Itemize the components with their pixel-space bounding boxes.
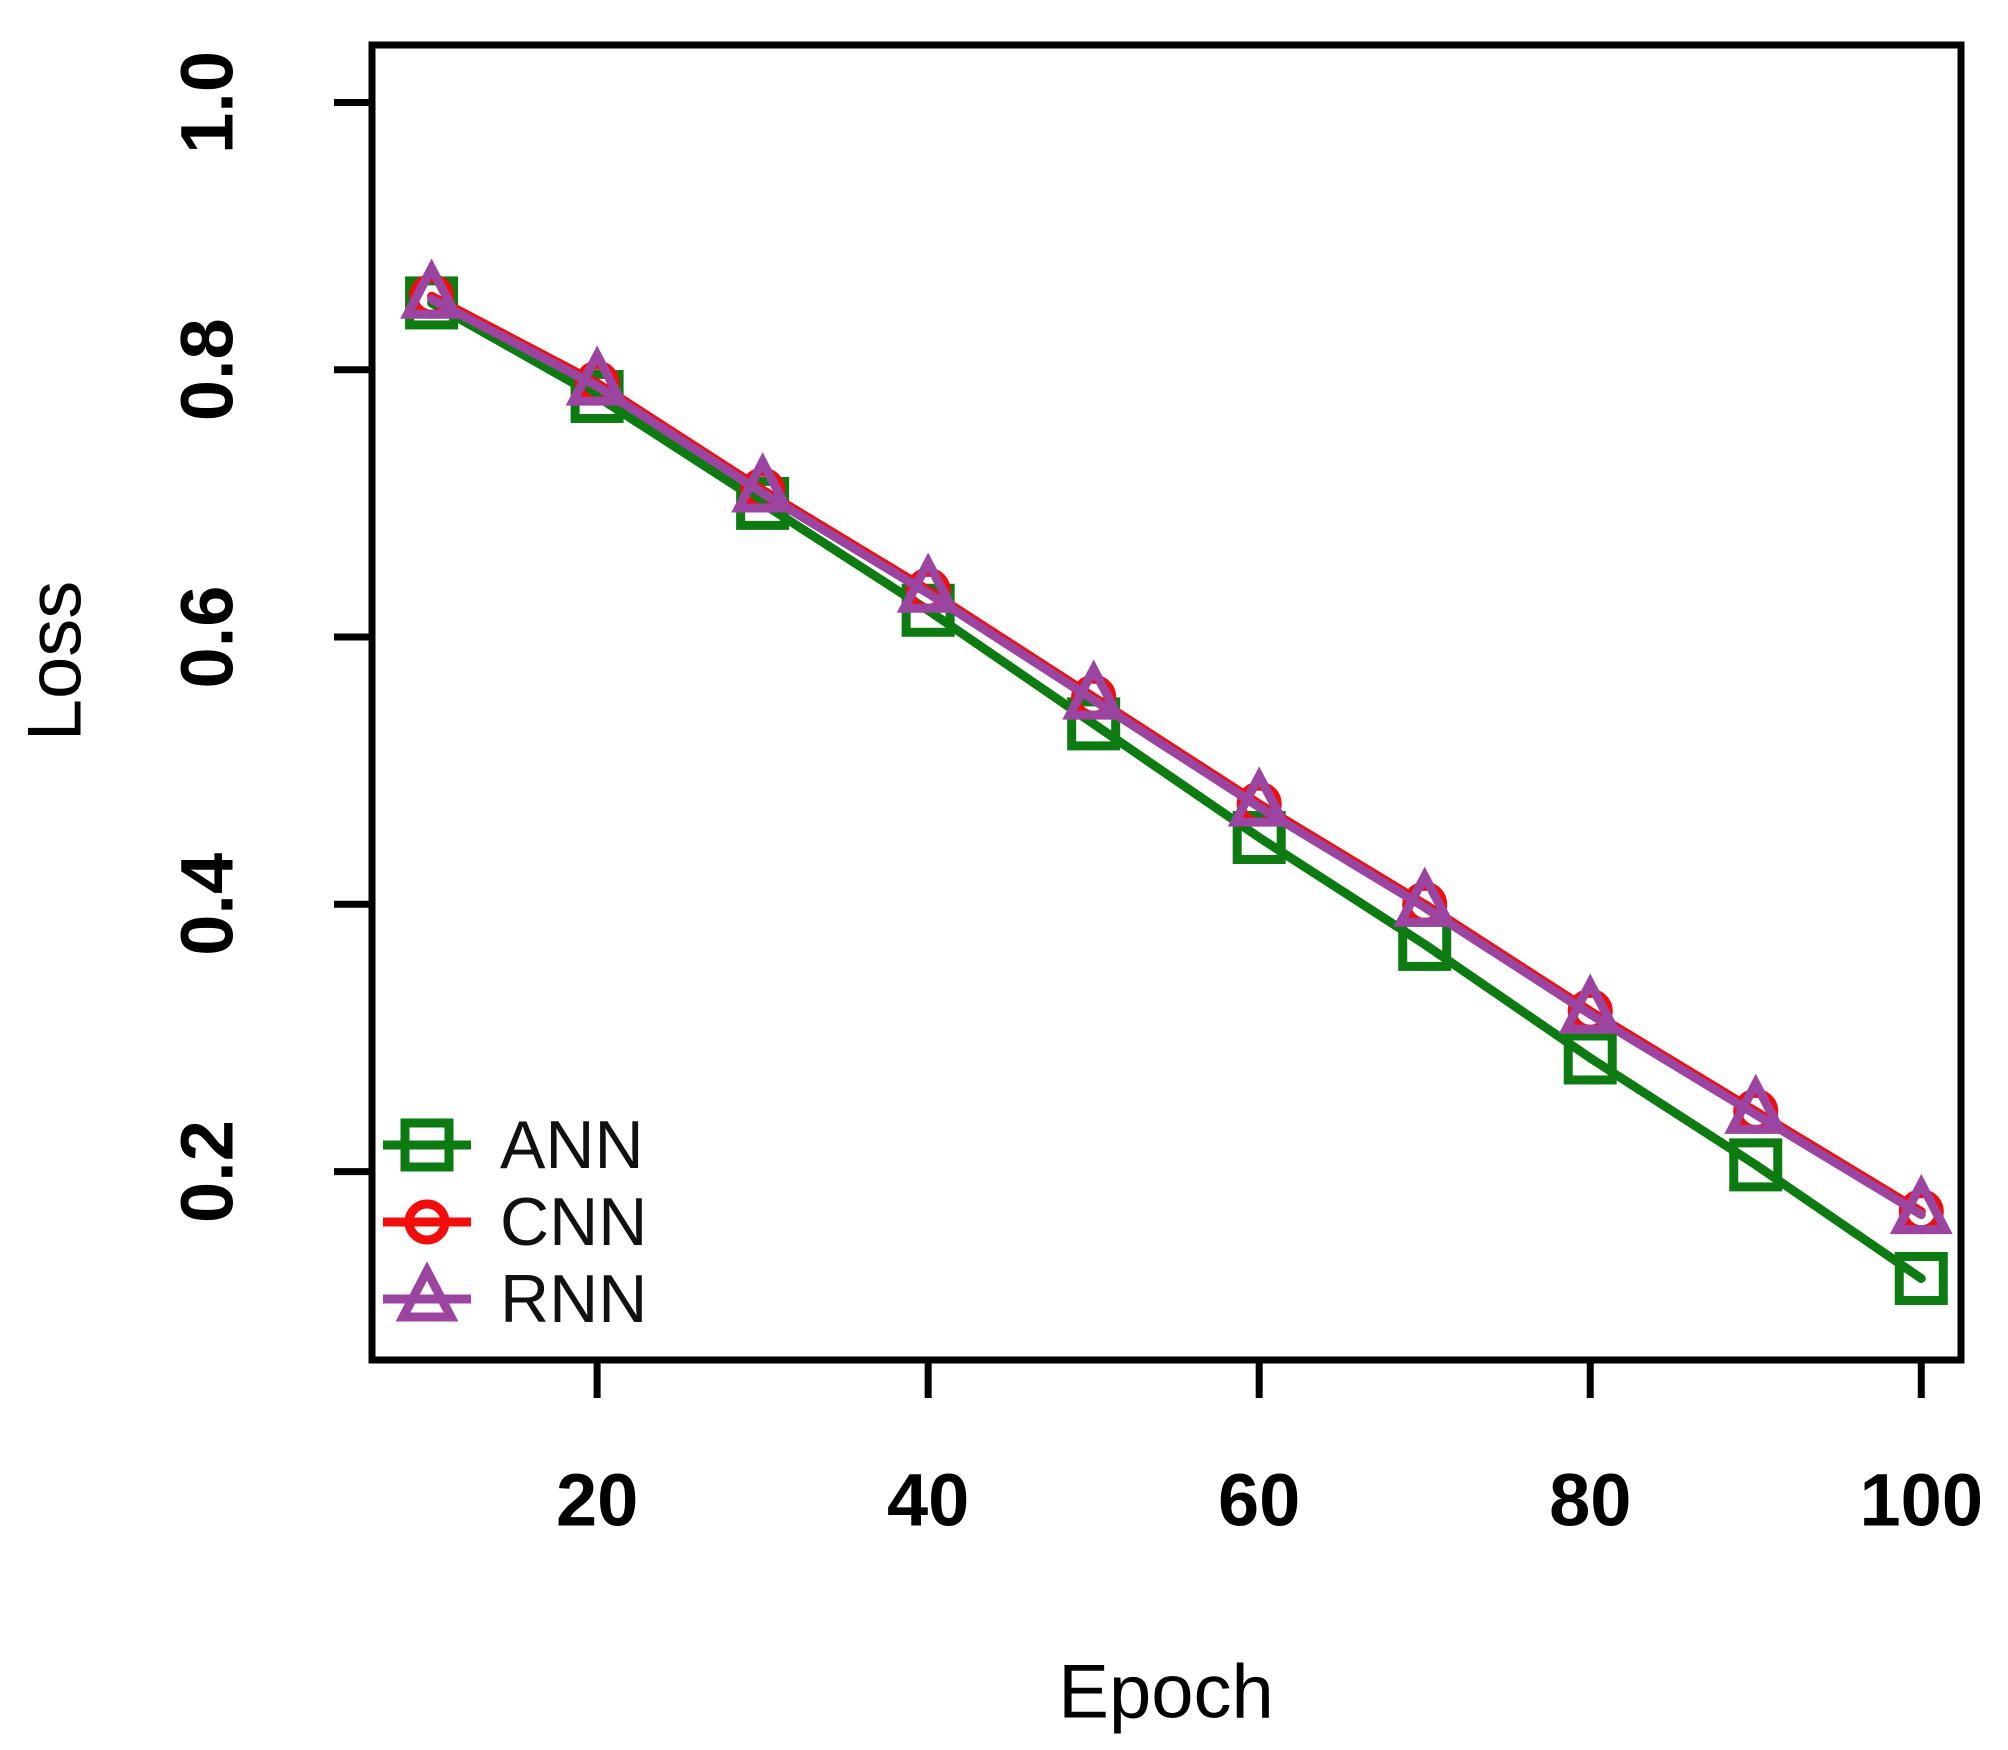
data-point-rnn (1724, 1073, 1788, 1134)
legend-item-ann: ANN (383, 1107, 644, 1183)
legend-item-cnn: CNN (383, 1184, 647, 1260)
y-tick-label: 0.8 (166, 318, 249, 421)
legend-marker-ann-icon (400, 1118, 454, 1172)
data-point-ann (1894, 1251, 1948, 1305)
y-tick-label: 0.6 (166, 586, 249, 689)
data-point-ann (1232, 810, 1286, 864)
data-point-rnn (1889, 1173, 1953, 1235)
x-tick-label: 20 (556, 1459, 638, 1542)
legend-item-rnn: RNN (383, 1261, 647, 1337)
data-point-rnn (1062, 659, 1126, 720)
legend-marker-cnn-icon (404, 1199, 450, 1245)
series-rnn (400, 258, 1953, 1235)
x-tick-label: 100 (1860, 1459, 1983, 1542)
x-tick-label: 60 (1218, 1459, 1300, 1542)
y-tick-label: 0.4 (166, 853, 249, 956)
data-point-rnn (1558, 973, 1622, 1034)
y-axis-title: Loss (13, 581, 98, 742)
legend-label-cnn: CNN (500, 1184, 647, 1260)
x-axis-title: Epoch (1058, 1650, 1274, 1735)
data-point-rnn (896, 552, 960, 613)
series-line-rnn (427, 294, 1926, 1220)
data-point-rnn (1393, 866, 1457, 927)
series-line-ann (427, 298, 1926, 1283)
data-point-rnn (731, 452, 795, 513)
data-point-rnn (565, 345, 629, 406)
data-point-ann (1729, 1138, 1783, 1192)
data-point-rnn (400, 258, 464, 319)
plot-border (368, 41, 1965, 1364)
legend-marker-rnn-icon (395, 1261, 459, 1322)
legend-label-rnn: RNN (500, 1261, 647, 1337)
data-point-rnn (1227, 766, 1291, 827)
x-tick-label: 80 (1549, 1459, 1631, 1542)
legend-label-ann: ANN (500, 1107, 644, 1183)
y-tick-label: 0.2 (166, 1120, 249, 1223)
data-point-ann (1563, 1031, 1617, 1085)
x-tick-label: 40 (887, 1459, 969, 1542)
y-tick-label: 1.0 (166, 51, 249, 154)
